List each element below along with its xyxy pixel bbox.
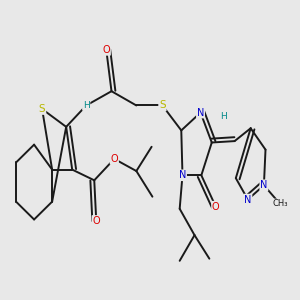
Text: N: N bbox=[197, 108, 204, 118]
Text: O: O bbox=[212, 202, 220, 212]
Text: S: S bbox=[159, 100, 166, 110]
Text: O: O bbox=[110, 154, 118, 164]
Text: N: N bbox=[260, 180, 268, 190]
Text: O: O bbox=[92, 216, 100, 226]
Text: S: S bbox=[39, 104, 45, 114]
Text: O: O bbox=[103, 45, 110, 55]
Text: N: N bbox=[179, 170, 186, 180]
Text: N: N bbox=[244, 194, 251, 205]
Text: H: H bbox=[83, 101, 90, 110]
Text: CH₃: CH₃ bbox=[272, 199, 288, 208]
Text: H: H bbox=[220, 112, 227, 121]
